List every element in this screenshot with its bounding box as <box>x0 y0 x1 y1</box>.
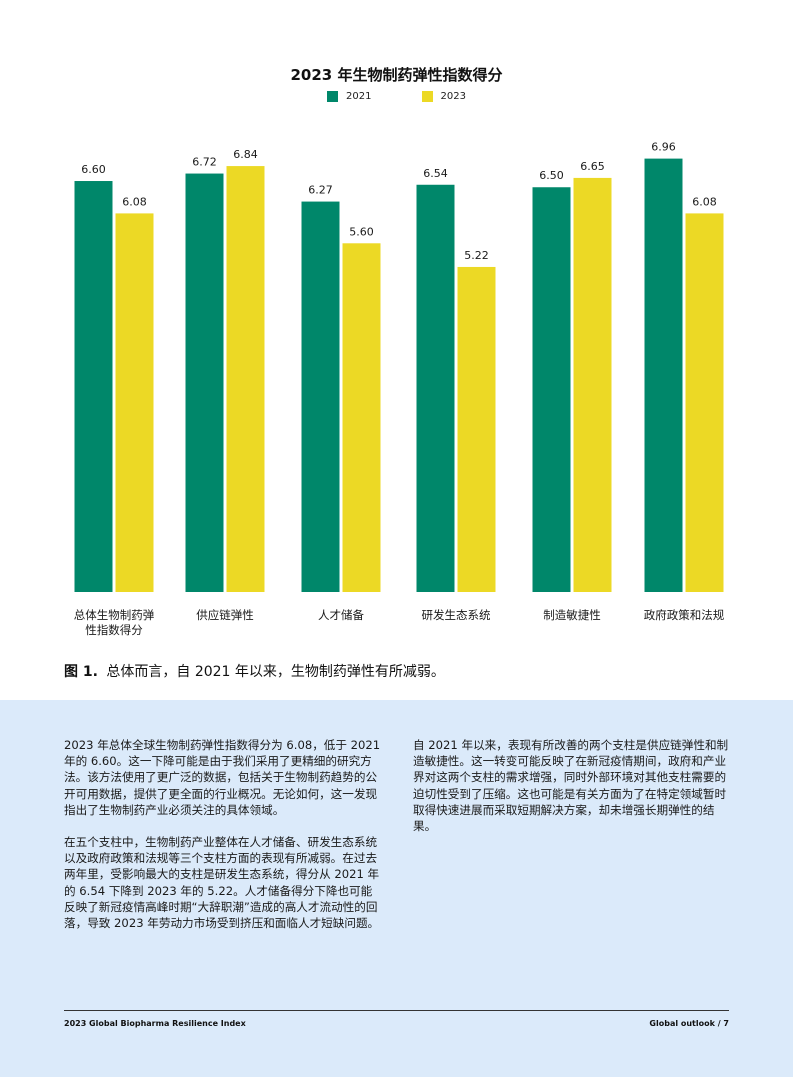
paragraph: 2023 年总体全球生物制药弹性指数得分为 6.08，低于 2021 年的 6.… <box>64 738 381 817</box>
category-label-4: 制造敏捷性 <box>543 608 601 622</box>
data-label-2023-0: 6.08 <box>122 195 147 208</box>
figure-number: 图 1. <box>64 664 98 680</box>
chart-area: 2023 年生物制药弹性指数得分 2021 2023 6.60 6.08 总体生物制… <box>0 66 793 681</box>
body-text-panel: 2023 年总体全球生物制药弹性指数得分为 6.08，低于 2021 年的 6.… <box>0 700 793 1077</box>
data-label-2023-2: 5.60 <box>349 225 374 238</box>
category-label-0: 总体生物制药弹 <box>74 608 155 622</box>
legend-swatch-2021 <box>327 91 339 102</box>
bar-2023-3 <box>457 266 496 592</box>
footer-page-number: Global outlook / 7 <box>649 1019 729 1028</box>
figure-caption: 图 1. 总体而言，自 2021 年以来，生物制药弹性有所减弱。 <box>64 661 445 681</box>
chart-title: 2023 年生物制药弹性指数得分 <box>290 66 503 84</box>
bar-2023-1 <box>226 166 265 592</box>
bar-2023-0 <box>115 213 154 592</box>
bar-2021-3 <box>416 184 455 592</box>
data-label-2023-5: 6.08 <box>692 195 717 208</box>
right-column: 自 2021 年以来，表现有所改善的两个支柱是供应链弹性和制造敏捷性。这一转变可… <box>413 737 731 850</box>
data-label-2023-1: 6.84 <box>233 148 258 161</box>
bar-2021-5 <box>644 158 683 592</box>
data-label-2021-2: 6.27 <box>308 184 333 197</box>
legend-label-2023: 2023 <box>440 91 466 102</box>
footer-divider <box>64 1010 729 1011</box>
legend-label-2021: 2021 <box>346 91 372 102</box>
category-label-3: 研发生态系统 <box>422 608 491 622</box>
legend-item-2021: 2021 <box>327 91 372 102</box>
category-label-5: 政府政策和法规 <box>644 608 725 622</box>
legend-swatch-2023 <box>421 91 433 102</box>
data-label-2021-4: 6.50 <box>539 169 564 182</box>
category-label-1: 供应链弹性 <box>196 608 254 622</box>
bar-2021-1 <box>185 173 224 592</box>
bar-2021-2 <box>301 201 340 593</box>
category-label-2: 人才储备 <box>318 608 364 622</box>
category-label-0: 性指数得分 <box>85 623 143 637</box>
bar-2023-4 <box>573 177 612 592</box>
data-label-2021-5: 6.96 <box>651 141 676 154</box>
data-label-2021-3: 6.54 <box>423 167 448 180</box>
figure-caption-text: 总体而言，自 2021 年以来，生物制药弹性有所减弱。 <box>106 664 445 680</box>
bar-2023-5 <box>685 213 724 592</box>
chart-legend: 2021 2023 <box>0 91 793 102</box>
data-label-2021-0: 6.60 <box>81 163 106 176</box>
left-column: 2023 年总体全球生物制药弹性指数得分为 6.08，低于 2021 年的 6.… <box>64 737 382 947</box>
bar-2021-4 <box>532 187 571 592</box>
bar-2023-2 <box>342 243 381 593</box>
paragraph: 自 2021 年以来，表现有所改善的两个支柱是供应链弹性和制造敏捷性。这一转变可… <box>413 738 729 834</box>
footer-report-title: 2023 Global Biopharma Resilience Index <box>64 1019 246 1028</box>
legend-item-2023: 2023 <box>421 91 466 102</box>
data-label-2023-4: 6.65 <box>580 160 605 173</box>
bar-2021-0 <box>74 181 113 592</box>
data-label-2023-3: 5.22 <box>464 249 489 262</box>
data-label-2021-1: 6.72 <box>192 156 217 169</box>
paragraph: 在五个支柱中，生物制药产业整体在人才储备、研发生态系统以及政府政策和法规等三个支… <box>64 835 380 931</box>
